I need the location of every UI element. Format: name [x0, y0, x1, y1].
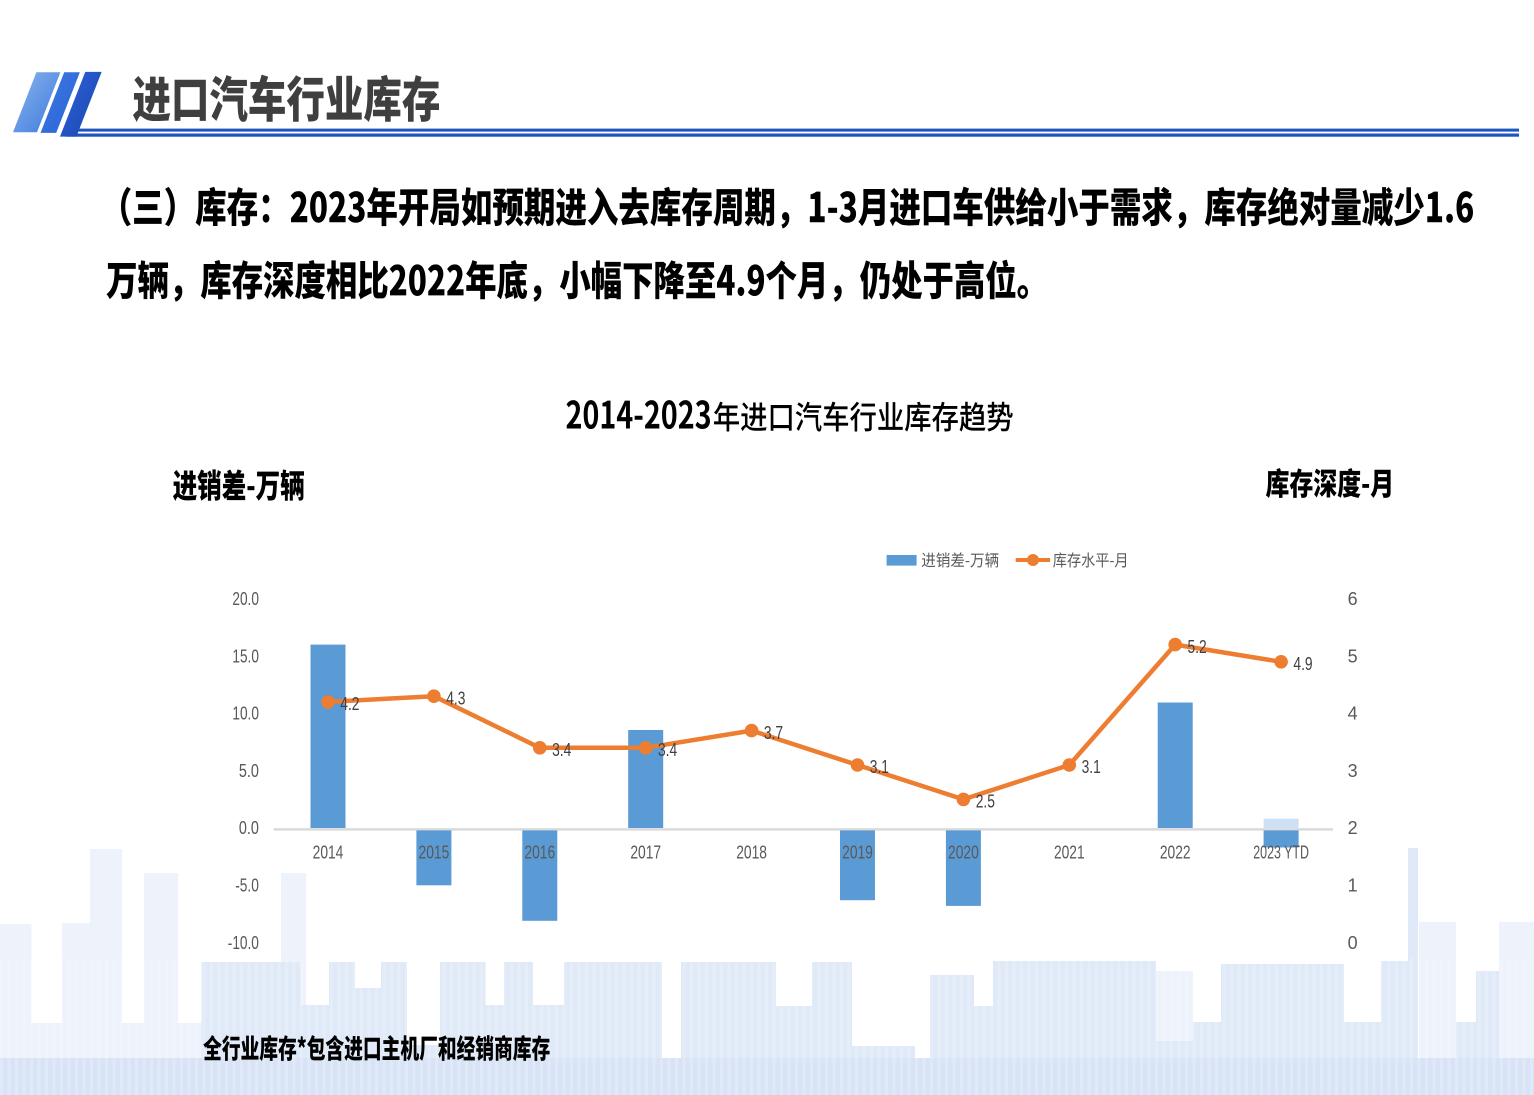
svg-text:-10.0: -10.0 [228, 933, 259, 953]
svg-text:3.4: 3.4 [658, 740, 677, 760]
svg-text:15.0: 15.0 [232, 646, 259, 666]
svg-text:2019: 2019 [842, 843, 873, 863]
svg-text:20.0: 20.0 [232, 589, 259, 609]
svg-text:2020: 2020 [948, 843, 979, 863]
svg-text:3.4: 3.4 [552, 740, 571, 760]
svg-text:2.5: 2.5 [976, 792, 995, 812]
svg-text:5.2: 5.2 [1188, 637, 1207, 657]
svg-text:2018: 2018 [736, 843, 767, 863]
svg-text:5: 5 [1348, 646, 1358, 666]
svg-text:0: 0 [1348, 933, 1358, 953]
svg-text:2017: 2017 [630, 843, 661, 863]
svg-text:2023 YTD: 2023 YTD [1253, 843, 1309, 863]
svg-text:2021: 2021 [1054, 843, 1085, 863]
svg-text:-5.0: -5.0 [235, 876, 259, 896]
svg-text:1: 1 [1348, 876, 1358, 896]
svg-text:2022: 2022 [1160, 843, 1191, 863]
svg-text:5.0: 5.0 [239, 761, 259, 781]
svg-text:3.7: 3.7 [764, 723, 783, 743]
svg-text:6: 6 [1348, 589, 1358, 609]
svg-text:2015: 2015 [419, 843, 450, 863]
svg-text:4.9: 4.9 [1293, 654, 1312, 674]
svg-text:4.2: 4.2 [340, 694, 359, 714]
svg-text:4.3: 4.3 [446, 688, 465, 708]
svg-text:4: 4 [1348, 704, 1358, 724]
svg-text:2016: 2016 [524, 843, 555, 863]
svg-text:2: 2 [1348, 818, 1358, 838]
svg-text:2014: 2014 [313, 843, 344, 863]
svg-text:0.0: 0.0 [239, 818, 259, 838]
svg-text:3.1: 3.1 [1082, 757, 1101, 777]
svg-text:10.0: 10.0 [232, 704, 259, 724]
svg-text:3.1: 3.1 [870, 757, 889, 777]
svg-text:3: 3 [1348, 761, 1358, 781]
